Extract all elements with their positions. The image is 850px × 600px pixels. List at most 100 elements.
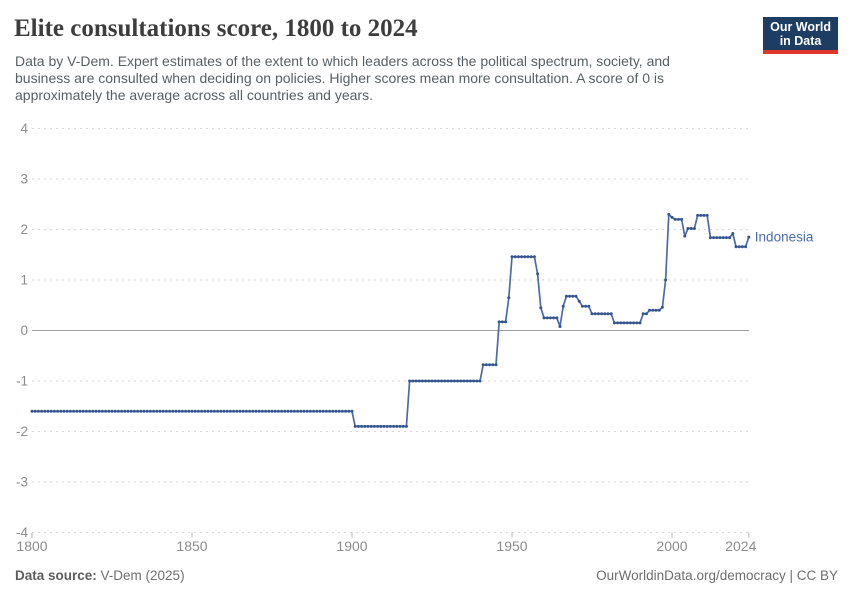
data-point [337,409,341,413]
data-point [152,409,156,413]
data-point [536,272,540,276]
data-point [712,236,716,240]
data-point [190,409,194,413]
data-point [638,321,642,325]
data-point [251,409,255,413]
data-point [283,409,287,413]
data-point [660,305,664,309]
data-point [728,236,732,240]
data-point [289,409,293,413]
data-point [686,227,690,230]
data-point [680,217,684,221]
data-point [523,255,527,259]
x-axis-label: 2024 [725,538,756,554]
data-point [676,217,680,221]
data-point [420,379,424,383]
data-point [382,424,386,428]
data-point [673,217,677,221]
data-point [113,409,117,413]
x-axis-label: 1950 [496,538,527,554]
data-point [72,409,76,413]
data-point [708,236,712,240]
data-point [596,312,600,316]
data-point [734,245,738,249]
owid-logo-line2: in Data [779,34,822,48]
data-point [417,379,421,383]
data-point [171,409,175,413]
data-point [129,409,133,413]
data-point [683,234,687,238]
data-point [59,409,63,413]
data-point [324,409,328,413]
data-point [363,424,367,428]
y-axis-label: -4 [16,525,28,540]
data-point [212,409,216,413]
data-point [219,409,223,413]
data-point [430,379,434,383]
data-point [440,379,444,383]
data-point [180,409,184,413]
data-point [315,409,319,413]
data-point [632,321,636,325]
data-point [164,409,168,413]
data-point [168,409,172,413]
data-source-label: Data source: [15,568,97,583]
data-point [196,409,200,413]
data-point [81,409,85,413]
data-point [222,409,226,413]
data-point [545,316,549,320]
data-point [52,409,56,413]
data-point [520,255,524,259]
data-point [46,409,50,413]
data-point [542,316,546,320]
data-point [436,379,440,383]
data-point [344,409,348,413]
data-point [193,409,197,413]
data-point [491,363,495,367]
data-point [350,409,354,413]
data-point [628,321,632,325]
data-point [740,245,744,249]
data-point [635,321,639,325]
data-point [155,409,159,413]
data-point [385,424,389,428]
data-point [456,379,460,383]
data-point [494,363,498,367]
data-point [657,308,661,312]
data-point [529,255,533,259]
data-point [30,409,34,413]
data-point [299,409,303,413]
data-point [600,312,604,316]
data-point [516,255,520,259]
data-point [603,312,607,316]
data-point [427,379,431,383]
data-point [612,321,616,325]
data-point [702,213,706,217]
data-point [40,409,44,413]
data-point [369,424,373,428]
data-point [648,308,652,312]
footer-license-url: OurWorldinData.org/democracy | CC BY [596,568,838,583]
data-point [376,424,380,428]
data-point [270,409,274,413]
chart-title: Elite consultations score, 1800 to 2024 [14,15,418,42]
data-point [539,306,543,310]
y-axis-label: 0 [20,323,28,338]
data-point [664,278,668,282]
data-point [721,236,725,240]
x-axis-label: 1800 [16,538,47,554]
data-point [347,409,351,413]
data-point [225,409,229,413]
data-point [580,304,584,308]
data-point [718,236,722,240]
data-point [433,379,437,383]
data-point [411,379,415,383]
data-point [257,409,261,413]
y-axis-label: 3 [20,172,28,187]
data-point [36,409,40,413]
data-point [555,316,559,320]
data-point [561,304,565,308]
data-point [574,294,578,298]
data-point [264,409,268,413]
